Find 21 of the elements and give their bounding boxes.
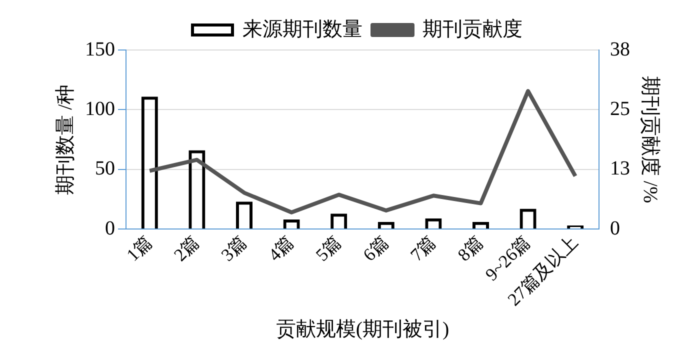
x-axis-title: 贡献规模(期刊被引) xyxy=(276,318,450,340)
legend-label: 期刊贡献度 xyxy=(422,18,522,40)
y2-tick-label: 13 xyxy=(610,158,630,180)
y-axis-title: 期刊数量 /种 xyxy=(54,84,76,195)
x-tick-label: 6篇 xyxy=(359,232,392,265)
y-tick-label: 100 xyxy=(85,98,115,120)
y2-axis-title: 期刊贡献度 /% xyxy=(638,76,661,204)
x-tick-label: 1篇 xyxy=(122,232,156,265)
y-tick-label: 50 xyxy=(95,158,115,180)
x-tick-label: 4篇 xyxy=(264,232,298,265)
y2-tick-label: 38 xyxy=(610,38,630,60)
x-tick-label: 2篇 xyxy=(170,232,204,265)
y2-tick-label: 25 xyxy=(610,98,630,120)
x-tick-label: 5篇 xyxy=(312,232,346,265)
y2-tick-label: 0 xyxy=(610,217,620,240)
y-tick-label: 150 xyxy=(85,38,115,60)
y-tick-label: 0 xyxy=(105,217,115,240)
x-tick-label: 7篇 xyxy=(406,232,440,265)
x-tick-label: 3篇 xyxy=(217,232,250,265)
legend-label: 来源期刊数量 xyxy=(242,18,362,40)
x-tick-label: 8篇 xyxy=(454,232,487,265)
